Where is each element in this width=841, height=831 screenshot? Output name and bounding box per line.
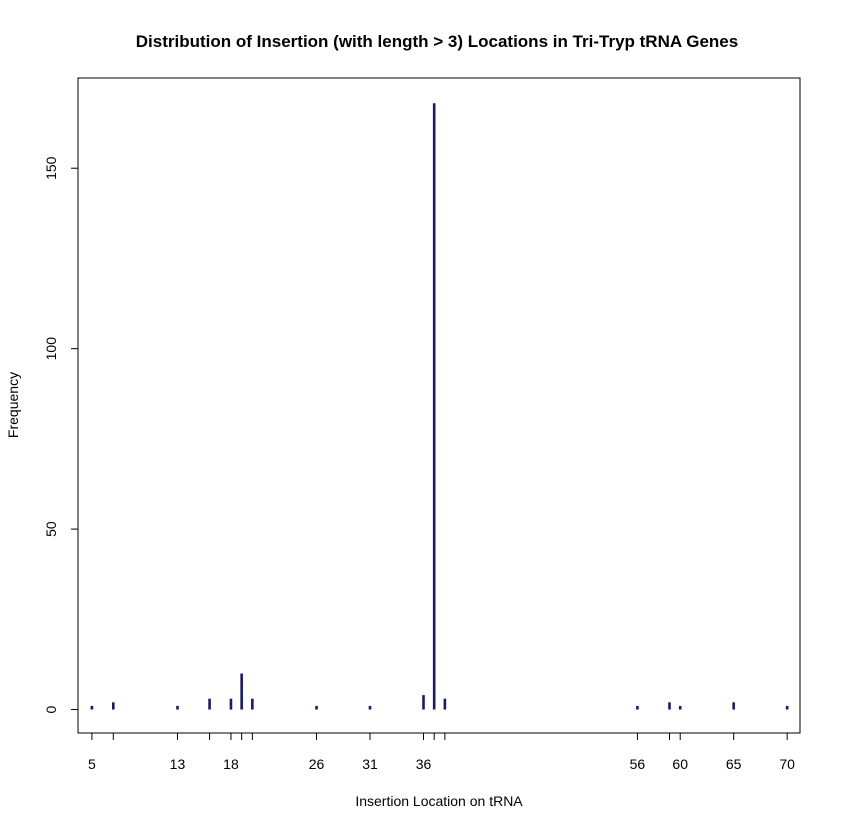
- x-tick-label-56: 56: [630, 756, 646, 772]
- x-tick-label-13: 13: [170, 756, 186, 772]
- plot-frame: [77, 77, 801, 734]
- x-tick-label-26: 26: [309, 756, 325, 772]
- x-tick-label-18: 18: [223, 756, 239, 772]
- y-axis: 0 50 100 150: [43, 156, 79, 713]
- x-tick-label-60: 60: [672, 756, 688, 772]
- x-tick-label-65: 65: [726, 756, 742, 772]
- x-axis: 5 13 18 26 31 36 56 60 65 70: [88, 732, 795, 772]
- x-tick-label-70: 70: [779, 756, 795, 772]
- x-tick-label-36: 36: [416, 756, 432, 772]
- y-tick-label-50: 50: [43, 521, 59, 537]
- x-tick-label-5: 5: [88, 756, 96, 772]
- y-axis-label: Frequency: [5, 372, 21, 438]
- y-tick-label-150: 150: [43, 156, 59, 180]
- x-tick-label-31: 31: [362, 756, 378, 772]
- x-axis-label: Insertion Location on tRNA: [355, 793, 523, 809]
- y-tick-label-0: 0: [43, 705, 59, 713]
- y-tick-label-100: 100: [43, 337, 59, 361]
- chart-title: Distribution of Insertion (with length >…: [136, 32, 738, 51]
- bars-group: [90, 103, 789, 710]
